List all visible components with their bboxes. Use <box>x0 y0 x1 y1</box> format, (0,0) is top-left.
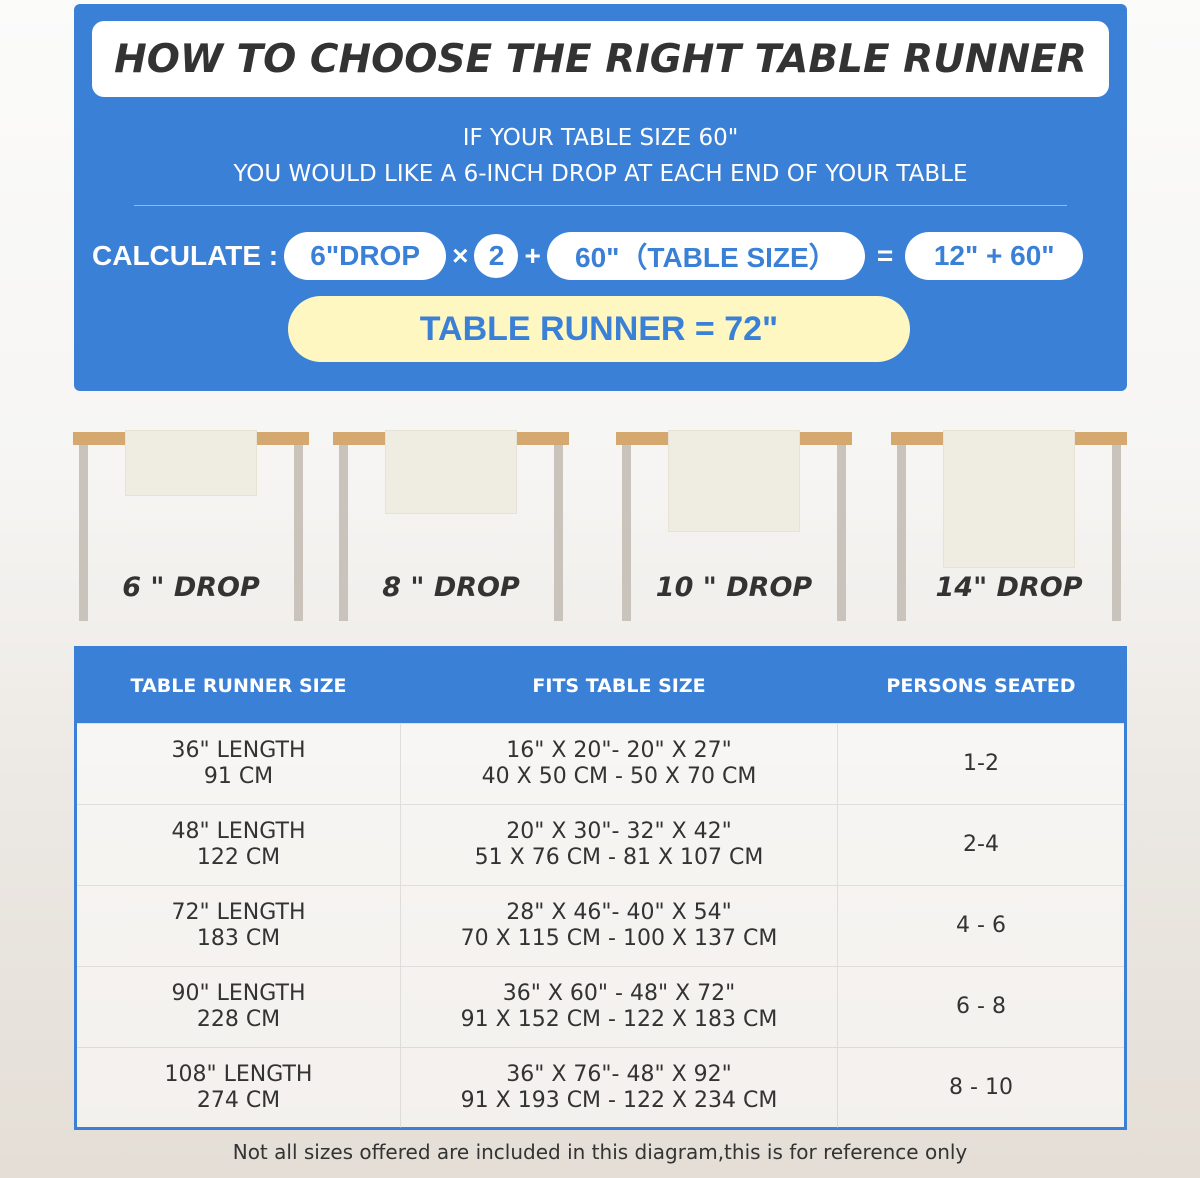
runner-drop <box>668 430 800 532</box>
times-sign: × <box>452 240 469 271</box>
table-leg <box>294 445 303 621</box>
drop-diagram: 8 " DROP <box>333 430 569 622</box>
result-pill: TABLE RUNNER = 72" <box>288 296 910 362</box>
chart-header: TABLE RUNNER SIZE FITS TABLE SIZE PERSON… <box>77 649 1124 723</box>
page-title: HOW TO CHOOSE THE RIGHT TABLE RUNNER <box>92 21 1109 97</box>
drop-label: 14" DROP <box>935 572 1083 603</box>
fits-in: 20" X 30"- 32" X 42" <box>506 819 732 844</box>
formula-row: CALCULATE : 6"DROP × 2 + 60"（TABLE SIZE）… <box>92 232 1084 280</box>
header-runner-size: TABLE RUNNER SIZE <box>130 675 347 697</box>
length-cm: 122 CM <box>196 845 281 870</box>
persons-cell: 4 - 6 <box>956 913 1006 938</box>
runner-size-cell: 90" LENGTH 228 CM <box>77 967 400 1047</box>
length-in: 72" LENGTH <box>171 900 306 925</box>
example-line-1: IF YOUR TABLE SIZE 60" <box>462 125 739 151</box>
length-in: 36" LENGTH <box>171 738 306 763</box>
length-in: 90" LENGTH <box>171 981 306 1006</box>
sum-pill: 12" + 60" <box>905 232 1084 280</box>
length-in: 48" LENGTH <box>171 819 306 844</box>
calculation-panel: HOW TO CHOOSE THE RIGHT TABLE RUNNER IF … <box>74 4 1127 391</box>
drop-label: 10 " DROP <box>655 572 813 603</box>
length-cm: 274 CM <box>196 1088 281 1113</box>
drop-label: 6 " DROP <box>122 572 260 603</box>
header-persons: PERSONS SEATED <box>886 675 1076 697</box>
fits-cm: 51 X 76 CM - 81 X 107 CM <box>474 845 764 870</box>
fits-cell: 16" X 20"- 20" X 27" 40 X 50 CM - 50 X 70… <box>400 724 838 804</box>
fits-cell: 20" X 30"- 32" X 42" 51 X 76 CM - 81 X 10… <box>400 805 838 885</box>
table-leg <box>1112 445 1121 621</box>
table-row: 108" LENGTH 274 CM 36" X 76"- 48" X 92" 91… <box>77 1047 1124 1128</box>
fits-in: 36" X 76"- 48" X 92" <box>506 1062 732 1087</box>
fits-cm: 70 X 115 CM - 100 X 137 CM <box>460 926 778 951</box>
fits-cm: 91 X 152 CM - 122 X 183 CM <box>460 1007 778 1032</box>
length-cm: 91 CM <box>203 764 274 789</box>
table-leg <box>622 445 631 621</box>
drop-diagram: 10 " DROP <box>616 430 852 622</box>
fits-cell: 36" X 76"- 48" X 92" 91 X 193 CM - 122 X … <box>400 1048 838 1128</box>
persons-cell: 8 - 10 <box>949 1075 1013 1100</box>
table-leg <box>79 445 88 621</box>
fits-cell: 28" X 46"- 40" X 54" 70 X 115 CM - 100 X … <box>400 886 838 966</box>
fits-cm: 40 X 50 CM - 50 X 70 CM <box>481 764 757 789</box>
table-row: 72" LENGTH 183 CM 28" X 46"- 40" X 54" 70 … <box>77 885 1124 966</box>
length-cm: 228 CM <box>196 1007 281 1032</box>
fits-in: 36" X 60" - 48" X 72" <box>502 981 736 1006</box>
multiplier-pill: 2 <box>474 234 519 278</box>
divider <box>134 205 1067 206</box>
persons-cell: 1-2 <box>963 751 999 776</box>
drop-diagram: 14" DROP <box>891 430 1127 622</box>
table-row: 48" LENGTH 122 CM 20" X 30"- 32" X 42" 51 … <box>77 804 1124 885</box>
runner-size-cell: 36" LENGTH 91 CM <box>77 724 400 804</box>
header-fits-table: FITS TABLE SIZE <box>532 675 706 697</box>
table-leg <box>339 445 348 621</box>
table-row: 90" LENGTH 228 CM 36" X 60" - 48" X 72" 91… <box>77 966 1124 1047</box>
table-leg <box>837 445 846 621</box>
fits-cm: 91 X 193 CM - 122 X 234 CM <box>460 1088 778 1113</box>
runner-drop <box>125 430 257 496</box>
drop-pill: 6"DROP <box>284 232 447 280</box>
persons-cell: 6 - 8 <box>956 994 1006 1019</box>
footnote: Not all sizes offered are included in th… <box>232 1140 968 1164</box>
plus-sign: + <box>524 240 541 271</box>
example-line-2: YOU WOULD LIKE A 6-INCH DROP AT EACH END… <box>233 161 968 187</box>
fits-in: 16" X 20"- 20" X 27" <box>506 738 732 763</box>
fits-in: 28" X 46"- 40" X 54" <box>506 900 732 925</box>
table-leg <box>554 445 563 621</box>
table-row: 36" LENGTH 91 CM 16" X 20"- 20" X 27" 40 X… <box>77 723 1124 804</box>
length-in: 108" LENGTH <box>164 1062 313 1087</box>
size-chart: TABLE RUNNER SIZE FITS TABLE SIZE PERSON… <box>74 646 1127 1130</box>
runner-size-cell: 48" LENGTH 122 CM <box>77 805 400 885</box>
drop-label: 8 " DROP <box>382 572 520 603</box>
persons-cell: 2-4 <box>963 832 999 857</box>
calculate-label: CALCULATE : <box>92 240 279 271</box>
drop-diagram: 6 " DROP <box>73 430 309 622</box>
table-leg <box>897 445 906 621</box>
length-cm: 183 CM <box>196 926 281 951</box>
fits-cell: 36" X 60" - 48" X 72" 91 X 152 CM - 122 X… <box>400 967 838 1047</box>
runner-drop <box>943 430 1075 568</box>
runner-size-cell: 108" LENGTH 274 CM <box>77 1048 400 1128</box>
runner-drop <box>385 430 517 514</box>
runner-size-cell: 72" LENGTH 183 CM <box>77 886 400 966</box>
table-size-pill: 60"（TABLE SIZE） <box>546 232 865 280</box>
equals-sign: = <box>876 240 894 271</box>
